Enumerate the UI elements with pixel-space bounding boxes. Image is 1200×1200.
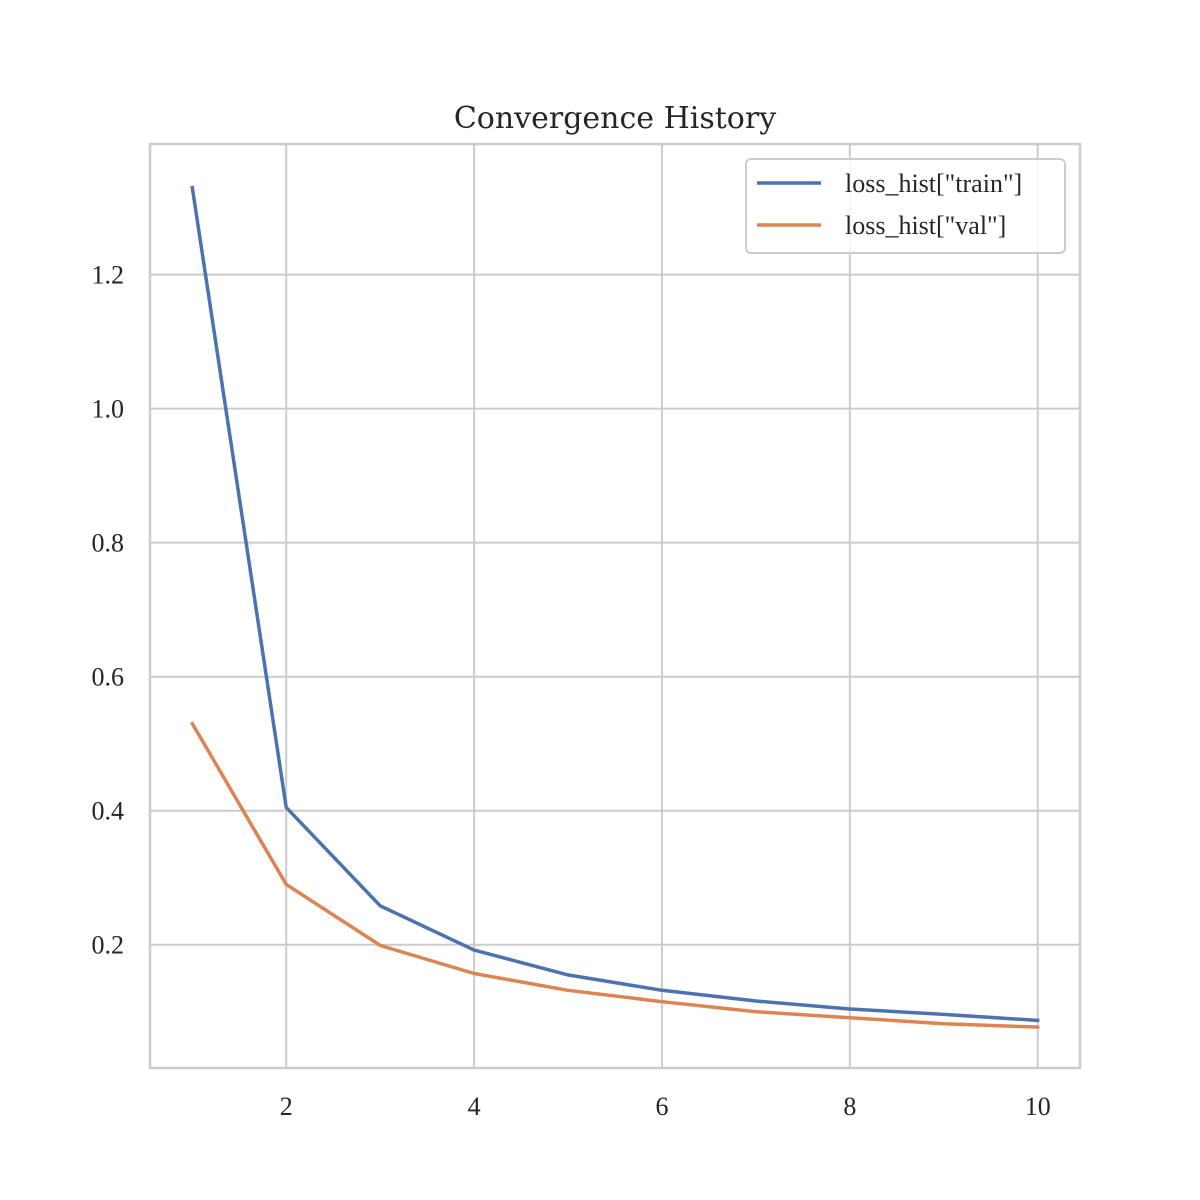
y-tick-label: 0.4 [92, 797, 125, 826]
legend-label: loss_hist["train"] [845, 169, 1022, 198]
grid [150, 144, 1080, 1068]
x-tick-label: 4 [468, 1092, 481, 1121]
legend-box [745, 158, 1066, 254]
x-tick-label: 6 [655, 1092, 668, 1121]
chart-title: Convergence History [454, 101, 776, 136]
series-line-train [190, 185, 1040, 1023]
y-tick-label: 0.6 [92, 663, 125, 692]
y-tick-label: 1.2 [92, 261, 125, 290]
y-tick-label: 1.0 [92, 395, 125, 424]
x-tick-label: 2 [280, 1092, 293, 1121]
y-tick-label: 0.8 [92, 529, 125, 558]
x-tick-label: 10 [1025, 1092, 1051, 1121]
series-line-val [189, 721, 1040, 1029]
legend: loss_hist["train"] loss_hist["val"] [745, 158, 1066, 254]
y-tick-label: 0.2 [92, 931, 125, 960]
x-axis: 2 4 6 8 10 [280, 1092, 1051, 1121]
x-tick-label: 8 [843, 1092, 856, 1121]
plot-frame [148, 142, 1082, 1070]
legend-label: loss_hist["val"] [845, 211, 1006, 240]
series-layer [189, 185, 1040, 1029]
y-axis: 0.2 0.4 0.6 0.8 1.0 1.2 [92, 261, 125, 960]
